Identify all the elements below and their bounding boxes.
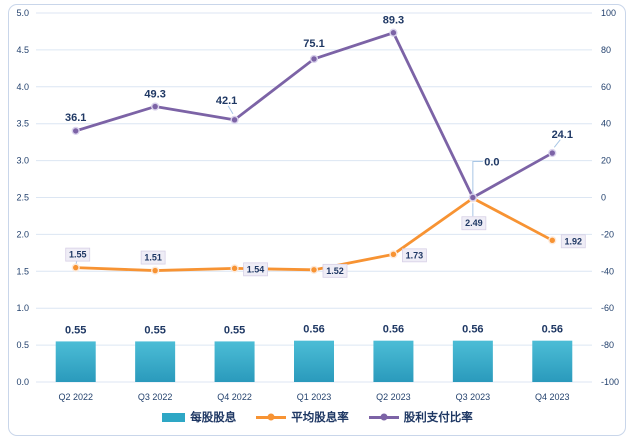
- right-axis-tick-label: 0: [601, 193, 606, 203]
- line-point-marker: [468, 193, 477, 202]
- category-label: Q3 2023: [456, 392, 491, 402]
- data-label-box: [560, 234, 586, 249]
- bar: [373, 340, 414, 382]
- data-label: 1.92: [565, 236, 583, 246]
- right-axis-tick-label: -80: [601, 340, 614, 350]
- left-axis-tick-label: 4.0: [16, 82, 29, 92]
- right-axis-tick-label: 80: [601, 45, 611, 55]
- line-point-marker: [71, 263, 80, 272]
- legend-label-dividend-per-share: 每股股息: [190, 412, 237, 424]
- data-label: 75.1: [303, 38, 324, 50]
- bar-value-label: 0.55: [224, 324, 245, 336]
- bar-value-label: 0.56: [383, 324, 404, 336]
- data-label: 0.0: [484, 157, 499, 169]
- bar-value-label: 0.56: [303, 324, 324, 336]
- right-axis-tick-label: 40: [601, 119, 611, 129]
- bar: [452, 340, 493, 382]
- legend-item-average-dividend-yield: 平均股息率: [256, 409, 349, 425]
- category-label: Q2 2022: [58, 392, 93, 402]
- left-axis-tick-label: 1.5: [16, 266, 29, 276]
- left-axis-tick-label: 1.0: [16, 303, 29, 313]
- left-axis-tick-label: 4.5: [16, 45, 29, 55]
- line-point-marker: [309, 265, 319, 274]
- data-label: 1.52: [326, 266, 344, 276]
- line-point-marker: [71, 126, 80, 135]
- data-label: 24.1: [552, 129, 573, 141]
- right-axis-tick-label: -60: [601, 303, 614, 313]
- right-axis-tick-label: 100: [601, 8, 616, 18]
- bar: [135, 341, 176, 382]
- bar-value-label: 0.55: [65, 324, 86, 336]
- label-leader-line: [553, 139, 561, 148]
- bar-value-label: 0.56: [542, 324, 563, 336]
- label-leader-line: [227, 105, 234, 115]
- left-axis-tick-label: 2.5: [16, 193, 29, 203]
- category-label: Q3 2022: [138, 392, 173, 402]
- right-axis-tick-label: -40: [601, 266, 614, 276]
- line-point-marker: [389, 28, 398, 37]
- left-axis-tick-label: 3.0: [16, 156, 29, 166]
- left-axis-tick-label: 0.5: [16, 340, 29, 350]
- data-label: 2.49: [465, 218, 483, 228]
- data-label-box: [402, 248, 427, 263]
- label-leader-line: [472, 161, 483, 194]
- left-axis-tick-label: 2.0: [16, 229, 29, 239]
- line-point-marker: [151, 266, 160, 275]
- line-point-marker: [151, 102, 160, 111]
- data-label: 36.1: [65, 112, 86, 124]
- right-axis-tick-label: -20: [601, 229, 614, 239]
- line-point-marker: [230, 264, 239, 273]
- bar-value-label: 0.56: [462, 324, 483, 336]
- data-label: 49.3: [144, 89, 165, 101]
- bar: [294, 340, 334, 382]
- left-axis-tick-label: 5.0: [16, 8, 29, 18]
- category-label: Q4 2022: [217, 392, 252, 402]
- line-point-marker: [548, 148, 557, 158]
- bar: [214, 341, 255, 382]
- data-label-box: [140, 250, 166, 265]
- data-label-box: [461, 216, 487, 231]
- category-label: Q2 2023: [376, 392, 411, 402]
- left-axis-tick-label: 0.0: [16, 377, 29, 387]
- left-axis-tick-label: 3.5: [16, 119, 29, 129]
- legend-label-dividend-payout-ratio: 股利支付比率: [403, 412, 473, 424]
- data-label: 1.73: [406, 250, 424, 260]
- right-axis-tick-label: 60: [601, 82, 611, 92]
- data-label: 1.54: [247, 264, 265, 274]
- line-point-marker: [309, 54, 319, 64]
- data-label: 1.55: [69, 250, 87, 260]
- bar-value-label: 0.55: [144, 324, 165, 336]
- data-label-box: [243, 262, 268, 277]
- line-dot-marker-icon: [256, 413, 287, 421]
- legend-label-average-dividend-yield: 平均股息率: [291, 412, 349, 424]
- bar: [532, 340, 573, 382]
- data-label-box: [322, 263, 348, 278]
- bar: [55, 341, 96, 382]
- chart-legend: 每股股息 平均股息率 股利支付比率: [0, 409, 635, 425]
- line-point-marker: [389, 250, 398, 259]
- data-label: 1.51: [144, 253, 162, 263]
- line-point-marker: [230, 115, 239, 124]
- data-label: 42.1: [216, 95, 237, 107]
- legend-item-dividend-per-share: 每股股息: [162, 409, 236, 425]
- bar-swatch-icon: [162, 412, 186, 422]
- line-point-marker: [548, 236, 557, 245]
- line-dot-marker-icon: [368, 413, 399, 421]
- category-label: Q4 2023: [535, 392, 570, 402]
- data-label-box: [65, 247, 91, 262]
- right-axis-tick-label: 20: [601, 156, 611, 166]
- right-axis-tick-label: -100: [601, 377, 619, 387]
- legend-item-dividend-payout-ratio: 股利支付比率: [368, 409, 473, 425]
- category-label: Q1 2023: [297, 392, 332, 402]
- data-label: 89.3: [383, 15, 404, 27]
